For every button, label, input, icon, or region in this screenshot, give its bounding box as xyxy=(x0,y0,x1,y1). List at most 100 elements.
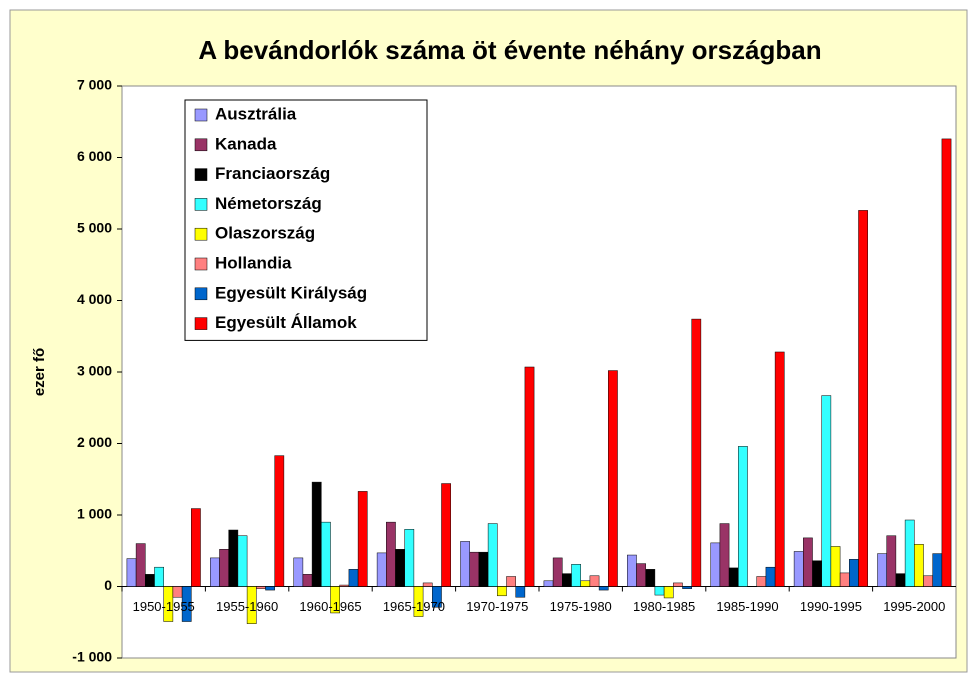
bar xyxy=(441,483,451,587)
y-tick-label: 6 000 xyxy=(77,148,112,164)
bar xyxy=(821,395,832,587)
bar xyxy=(793,551,804,587)
bar xyxy=(330,586,340,614)
bar xyxy=(877,553,887,587)
bar xyxy=(774,351,785,587)
bar xyxy=(413,586,424,617)
bar xyxy=(404,529,415,587)
bar xyxy=(608,370,618,587)
x-tick-label: 1955-1960 xyxy=(216,599,278,614)
bar xyxy=(673,582,683,587)
legend-label: Hollandia xyxy=(215,253,292,272)
bar xyxy=(904,519,915,587)
bar xyxy=(172,586,183,598)
bar xyxy=(589,575,600,587)
bar xyxy=(460,541,470,587)
x-tick-label: 1975-1980 xyxy=(550,599,612,614)
bar xyxy=(895,573,906,587)
bar xyxy=(191,508,201,587)
legend-swatch xyxy=(194,168,208,181)
bar xyxy=(710,542,721,587)
bar xyxy=(682,586,692,589)
y-tick-label: 0 xyxy=(104,577,112,593)
bar xyxy=(163,586,174,622)
bar xyxy=(803,537,813,587)
bar xyxy=(932,553,943,587)
bar xyxy=(339,584,350,587)
legend-label: Németország xyxy=(215,194,322,213)
legend-label: Egyesült Államok xyxy=(215,313,357,332)
bar xyxy=(135,543,146,587)
bar xyxy=(728,567,739,587)
bar xyxy=(395,549,405,587)
y-tick-label: -1 000 xyxy=(72,649,112,665)
bar xyxy=(181,586,192,622)
bar xyxy=(357,491,368,587)
y-tick-label: 3 000 xyxy=(77,363,112,379)
bar xyxy=(765,566,776,587)
bar xyxy=(469,551,480,587)
bar xyxy=(645,569,656,587)
bar xyxy=(237,535,248,587)
bar xyxy=(543,580,554,587)
bar xyxy=(274,455,285,587)
legend-label: Kanada xyxy=(215,134,277,153)
legend-swatch xyxy=(194,227,208,241)
x-tick-label: 1985-1990 xyxy=(716,599,778,614)
bar xyxy=(506,576,516,587)
bar xyxy=(210,557,220,587)
x-tick-label: 1965-1970 xyxy=(383,599,445,614)
bar xyxy=(580,580,591,587)
x-tick-label: 1995-2000 xyxy=(883,599,945,614)
bar xyxy=(923,575,933,587)
bar xyxy=(941,138,952,587)
bar xyxy=(311,481,322,587)
y-axis-label: ezer fő xyxy=(31,348,48,396)
bar xyxy=(497,586,507,597)
legend-swatch xyxy=(194,138,208,152)
bar xyxy=(302,574,313,587)
legend-label: Ausztrália xyxy=(215,104,297,123)
y-tick-label: 5 000 xyxy=(77,220,112,236)
bar xyxy=(386,521,396,587)
bar xyxy=(636,563,646,587)
legend-swatch xyxy=(194,317,208,330)
y-tick-label: 7 000 xyxy=(77,77,112,93)
bar xyxy=(914,544,924,587)
x-tick-label: 1990-1995 xyxy=(800,599,862,614)
bar xyxy=(145,574,155,587)
bar xyxy=(478,551,489,587)
legend-swatch xyxy=(194,198,208,211)
bar xyxy=(422,582,433,587)
bar xyxy=(756,576,767,587)
chart-title: A bevándorlók száma öt évente néhány ors… xyxy=(198,35,821,65)
bar xyxy=(738,446,748,587)
y-tick-label: 2 000 xyxy=(77,434,112,450)
x-tick-label: 1950-1955 xyxy=(133,599,195,614)
bar xyxy=(691,318,702,587)
bar xyxy=(886,535,897,587)
bar xyxy=(348,569,359,587)
bar xyxy=(376,552,387,587)
bar xyxy=(228,529,239,587)
legend-label: Franciaország xyxy=(215,164,330,183)
legend-swatch xyxy=(194,108,208,122)
bar xyxy=(830,546,841,587)
bar xyxy=(839,572,850,587)
bar xyxy=(246,586,257,624)
bar xyxy=(858,210,868,587)
legend-label: Olaszország xyxy=(215,224,315,243)
bar xyxy=(812,560,822,587)
bar xyxy=(293,557,304,587)
bar xyxy=(562,573,572,587)
bar xyxy=(219,549,229,587)
legend-box xyxy=(184,99,428,341)
legend-swatch xyxy=(194,287,208,301)
bar xyxy=(432,586,442,608)
bar xyxy=(663,586,674,599)
x-tick-label: 1960-1965 xyxy=(299,599,361,614)
legend-swatch xyxy=(194,257,208,271)
bar xyxy=(719,523,730,587)
bar xyxy=(849,559,859,587)
